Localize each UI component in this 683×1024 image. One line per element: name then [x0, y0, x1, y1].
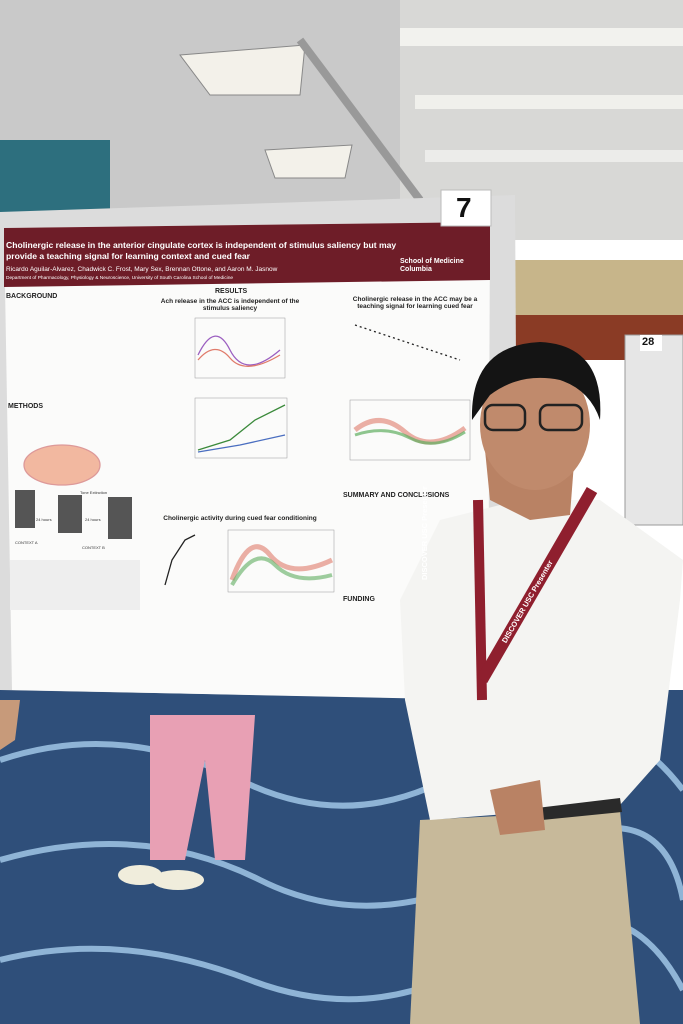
section-heading: BACKGROUND — [6, 293, 58, 300]
lanyard-strap — [473, 499, 487, 701]
neighbor-board — [624, 334, 683, 526]
face — [480, 360, 590, 490]
pink-pants — [150, 715, 255, 860]
glasses — [483, 403, 527, 432]
hair — [471, 342, 601, 420]
poster-affiliation: Department of Pharmacology, Physiology &… — [6, 276, 234, 281]
method-label: 24 hours — [85, 517, 101, 522]
chandelier — [264, 144, 353, 179]
neighbor-number-card — [640, 335, 662, 351]
number-card — [440, 189, 492, 227]
neighbor-board-number: 28 — [642, 336, 655, 348]
shoe — [152, 870, 204, 890]
wall — [515, 260, 683, 320]
poster-authors: Ricardo Aguilar-Alvarez, Chadwick C. Fro… — [6, 266, 278, 273]
wall-band — [0, 140, 110, 220]
shoe — [118, 865, 162, 885]
lanyard-strap — [476, 486, 598, 684]
glasses — [538, 403, 584, 432]
chandelier — [179, 44, 306, 96]
ceiling-light — [400, 28, 683, 46]
method-label: Tone Extinction — [80, 490, 108, 495]
lanyard-text: DISCOVER USC Presenter — [420, 486, 429, 580]
poster-graphics — [10, 317, 471, 610]
panel-heading: Cholinergic release in the ACC may be a … — [352, 296, 478, 310]
method-label: CONTEXT B — [82, 545, 105, 550]
poster-banner — [4, 222, 490, 287]
method-label: 24 hours — [36, 517, 52, 522]
pants — [410, 810, 640, 1024]
section-heading: RESULTS — [215, 288, 248, 295]
section-heading: SUMMARY AND CONCLUSIONS — [343, 492, 450, 499]
belt — [520, 798, 622, 822]
carpet-pattern — [0, 825, 683, 909]
leg — [0, 700, 20, 750]
method-label: CONTEXT A — [15, 540, 38, 545]
ceiling-light — [425, 150, 683, 162]
panel-heading: Ach release in the ACC is independent of… — [160, 298, 300, 312]
hand — [490, 780, 545, 835]
poster-title: Cholinergic release in the anterior cing… — [6, 240, 397, 261]
section-heading: METHODS — [8, 403, 43, 410]
panel-heading: Cholinergic activity during cued fear co… — [163, 515, 317, 522]
section-heading: FUNDING — [343, 596, 375, 603]
poster-logo: School of Medicine Columbia — [400, 258, 464, 273]
ceiling-light — [415, 95, 683, 109]
shirt — [400, 500, 683, 820]
light-rig — [296, 37, 424, 203]
board-number: 7 — [456, 192, 472, 223]
